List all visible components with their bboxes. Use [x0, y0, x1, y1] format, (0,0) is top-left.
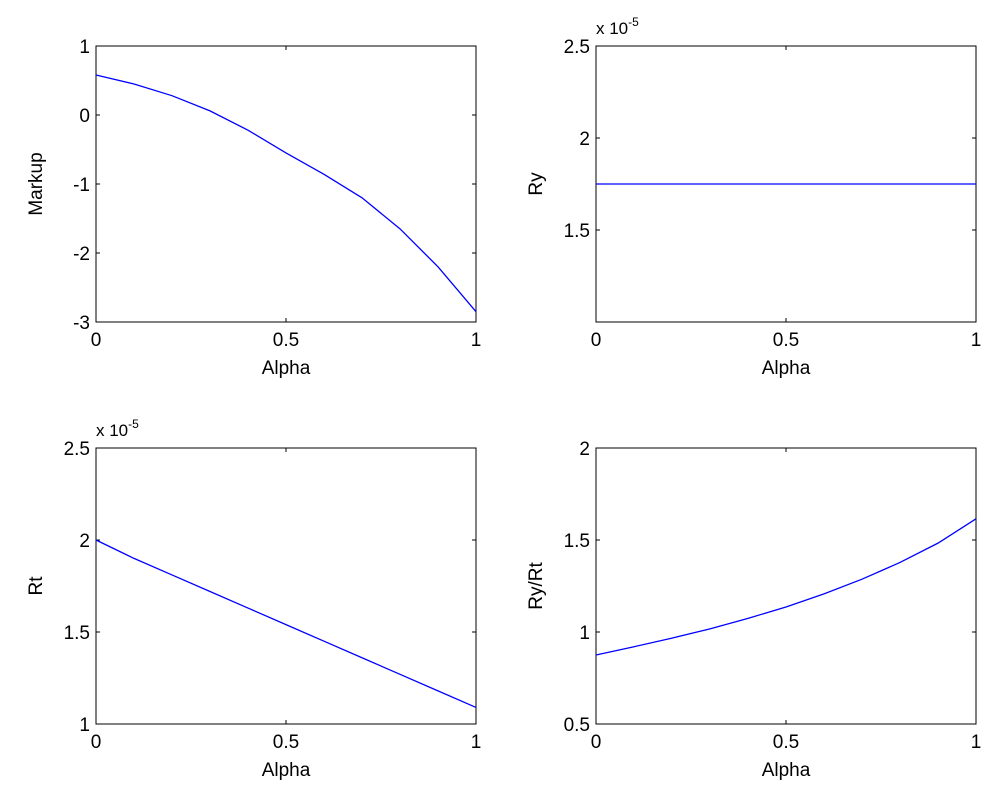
- x-tick-label: 1: [971, 330, 981, 351]
- y-scale-base: x 10: [96, 421, 128, 440]
- y-tick-label: 0.5: [564, 715, 590, 736]
- x-tick-label: 0: [91, 330, 102, 351]
- x-tick-label: 1: [471, 330, 482, 351]
- axes-box: [95, 447, 477, 725]
- data-line: [95, 74, 477, 313]
- y-tick-label: 2: [579, 439, 590, 460]
- x-tick-label: 0: [591, 732, 602, 753]
- y-tick-label: 1.5: [64, 623, 90, 644]
- y-axis-label: Markup: [26, 152, 47, 215]
- y-tick-label: 0: [79, 106, 90, 127]
- y-scale-exponent: -5: [128, 417, 139, 431]
- y-scale-label: x 10-5: [96, 417, 139, 440]
- y-tick-label: 2.5: [64, 439, 90, 460]
- x-axis-label: Alpha: [762, 760, 811, 781]
- x-tick-label: 0: [91, 732, 102, 753]
- x-axis-label: Alpha: [262, 760, 311, 781]
- y-tick-label: -1: [73, 175, 90, 196]
- y-tick-label: 2.5: [564, 37, 590, 58]
- y-tick-label: 1: [79, 37, 90, 58]
- x-tick-label: 1: [471, 732, 482, 753]
- y-tick-label: 1: [579, 623, 590, 644]
- y-axis-label: Ry/Rt: [526, 562, 547, 610]
- y-tick-label: -2: [73, 244, 90, 265]
- x-tick-label: 1: [971, 732, 981, 753]
- axes-box: [595, 447, 977, 725]
- data-line: [595, 518, 977, 656]
- y-tick-label: -3: [73, 313, 90, 334]
- x-tick-label: 0: [591, 330, 602, 351]
- x-axis-label: Alpha: [262, 358, 311, 379]
- y-scale-base: x 10: [596, 19, 628, 38]
- x-axis-label: Alpha: [762, 358, 811, 379]
- y-tick-label: 2: [79, 531, 90, 552]
- axes-box: [95, 45, 477, 323]
- x-tick-label: 0.5: [773, 330, 799, 351]
- y-tick-label: 1: [79, 715, 90, 736]
- y-axis-label: Ry: [526, 172, 547, 196]
- y-tick-label: 1.5: [564, 531, 590, 552]
- data-line: [95, 539, 477, 709]
- y-scale-exponent: -5: [628, 15, 639, 29]
- y-tick-label: 1.5: [564, 221, 590, 242]
- y-tick-label: 2: [579, 129, 590, 150]
- x-tick-label: 0.5: [273, 732, 299, 753]
- x-tick-label: 0.5: [773, 732, 799, 753]
- y-axis-label: Rt: [26, 576, 47, 596]
- x-tick-label: 0.5: [273, 330, 299, 351]
- y-scale-label: x 10-5: [596, 15, 639, 38]
